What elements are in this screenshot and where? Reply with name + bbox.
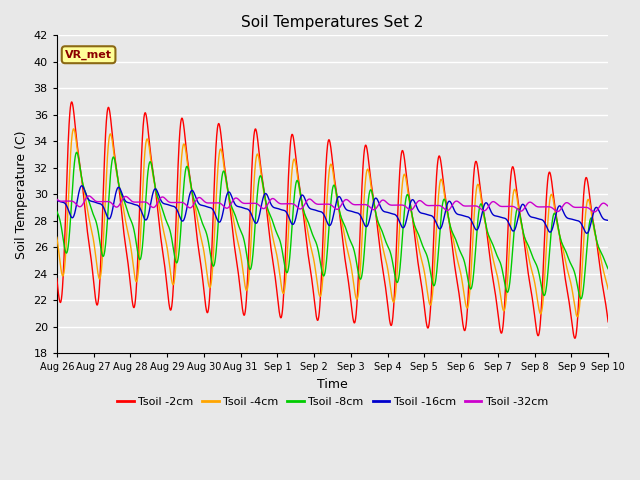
Tsoil -32cm	[591, 209, 598, 215]
Tsoil -16cm	[78, 183, 86, 189]
Line: Tsoil -32cm: Tsoil -32cm	[57, 196, 608, 212]
Tsoil -4cm	[556, 232, 563, 238]
Tsoil -8cm	[207, 254, 214, 260]
Tsoil -2cm	[571, 336, 579, 341]
Tsoil -32cm	[604, 203, 612, 209]
Tsoil -4cm	[70, 126, 77, 132]
Tsoil -32cm	[493, 201, 500, 207]
Tsoil -4cm	[493, 271, 500, 276]
Title: Soil Temperatures Set 2: Soil Temperatures Set 2	[241, 15, 424, 30]
Tsoil -2cm	[68, 99, 76, 105]
Line: Tsoil -2cm: Tsoil -2cm	[57, 102, 608, 338]
Tsoil -32cm	[571, 204, 579, 210]
Tsoil -16cm	[349, 209, 356, 215]
X-axis label: Time: Time	[317, 378, 348, 391]
Tsoil -2cm	[361, 146, 369, 152]
Tsoil -4cm	[573, 314, 581, 320]
Tsoil -16cm	[604, 217, 612, 223]
Line: Tsoil -16cm: Tsoil -16cm	[57, 186, 608, 233]
Tsoil -16cm	[493, 213, 500, 219]
Tsoil -2cm	[349, 312, 356, 318]
Text: VR_met: VR_met	[65, 49, 112, 60]
Tsoil -2cm	[556, 233, 563, 239]
Tsoil -2cm	[604, 319, 612, 324]
Y-axis label: Soil Temperature (C): Soil Temperature (C)	[15, 130, 28, 259]
Tsoil -8cm	[349, 243, 356, 249]
Tsoil -16cm	[556, 203, 563, 209]
Tsoil -2cm	[53, 276, 61, 281]
Tsoil -2cm	[207, 273, 214, 278]
Tsoil -16cm	[361, 222, 369, 228]
Tsoil -16cm	[53, 197, 61, 203]
Tsoil -8cm	[604, 266, 612, 272]
Tsoil -8cm	[53, 208, 61, 214]
Tsoil -32cm	[556, 208, 563, 214]
Tsoil -8cm	[556, 232, 563, 238]
Tsoil -16cm	[583, 230, 591, 236]
Tsoil -4cm	[53, 234, 61, 240]
Tsoil -2cm	[572, 335, 579, 341]
Line: Tsoil -4cm: Tsoil -4cm	[57, 129, 608, 317]
Line: Tsoil -8cm: Tsoil -8cm	[57, 152, 608, 299]
Tsoil -32cm	[85, 193, 93, 199]
Tsoil -8cm	[493, 252, 500, 258]
Tsoil -16cm	[207, 205, 214, 211]
Tsoil -8cm	[571, 271, 579, 276]
Tsoil -4cm	[349, 273, 356, 278]
Tsoil -4cm	[571, 305, 579, 311]
Tsoil -4cm	[361, 190, 369, 195]
Tsoil -32cm	[53, 196, 61, 202]
Tsoil -8cm	[577, 296, 585, 301]
Tsoil -4cm	[604, 286, 612, 292]
Tsoil -4cm	[207, 282, 214, 288]
Tsoil -2cm	[493, 301, 500, 307]
Tsoil -32cm	[349, 201, 356, 207]
Tsoil -16cm	[571, 217, 579, 223]
Legend: Tsoil -2cm, Tsoil -4cm, Tsoil -8cm, Tsoil -16cm, Tsoil -32cm: Tsoil -2cm, Tsoil -4cm, Tsoil -8cm, Tsoi…	[113, 393, 552, 411]
Tsoil -32cm	[361, 202, 369, 207]
Tsoil -8cm	[73, 149, 81, 155]
Tsoil -32cm	[207, 200, 214, 206]
Tsoil -8cm	[361, 246, 369, 252]
